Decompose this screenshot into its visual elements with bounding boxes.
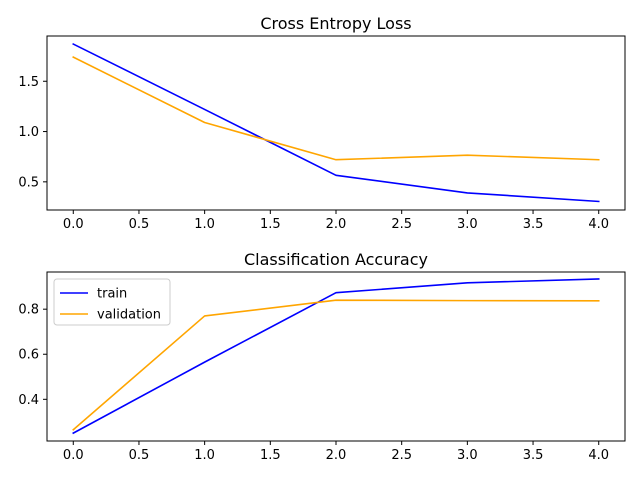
loss-x-tick-label: 0.5 [129, 217, 150, 232]
loss-y-tick-label: 0.5 [18, 175, 39, 190]
accuracy-x-tick-label: 4.0 [588, 448, 609, 463]
loss-chart-title: Cross Entropy Loss [260, 14, 411, 33]
accuracy-chart-title: Classification Accuracy [244, 250, 428, 269]
accuracy-x-tick-label: 3.0 [457, 448, 478, 463]
legend-label-train: train [97, 287, 127, 302]
legend-label-validation: validation [97, 308, 161, 323]
accuracy-x-tick-label: 2.0 [326, 448, 347, 463]
loss-x-tick-label: 4.0 [588, 217, 609, 232]
accuracy-x-tick-label: 3.5 [523, 448, 544, 463]
accuracy-chart: Classification Accuracy 0.0 0.5 1.0 1.5 2.0 2.… [18, 250, 626, 463]
loss-x-tick-label: 0.0 [63, 217, 84, 232]
accuracy-series-validation-line [72, 299, 600, 431]
loss-y-tick-label: 1.0 [18, 125, 39, 140]
loss-series-train-line [72, 42, 600, 203]
accuracy-x-tick-label: 1.5 [260, 448, 281, 463]
accuracy-x-tick-label: 2.5 [391, 448, 412, 463]
loss-x-tick-label: 3.5 [523, 217, 544, 232]
accuracy-legend: train validation [53, 278, 171, 326]
accuracy-x-tick-label: 0.5 [129, 448, 150, 463]
loss-x-tick-label: 2.5 [391, 217, 412, 232]
loss-chart: Cross Entropy Loss 0.0 0.5 1.0 1.5 2.0 2.5 3.0 3… [18, 14, 626, 232]
loss-x-tick-label: 3.0 [457, 217, 478, 232]
accuracy-x-tick-label: 0.0 [63, 448, 84, 463]
accuracy-y-tick-label: 0.6 [18, 348, 39, 363]
loss-x-tick-label: 2.0 [326, 217, 347, 232]
loss-x-tick-label: 1.0 [194, 217, 215, 232]
loss-x-tick-label: 1.5 [260, 217, 281, 232]
accuracy-x-tick-label: 1.0 [194, 448, 215, 463]
loss-series-validation-line [72, 56, 600, 161]
accuracy-y-tick-label: 0.4 [18, 393, 39, 408]
accuracy-y-tick-label: 0.8 [18, 303, 39, 318]
accuracy-series-train-line [72, 278, 600, 435]
loss-y-tick-label: 1.5 [18, 75, 39, 90]
